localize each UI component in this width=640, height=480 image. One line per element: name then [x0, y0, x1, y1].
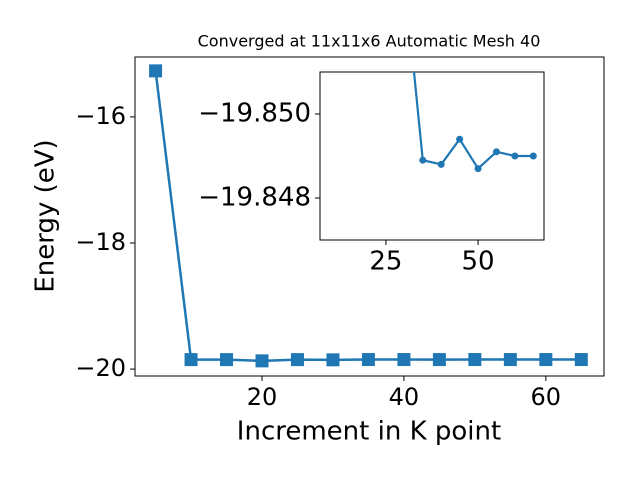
marker	[474, 165, 482, 173]
y-tick-label: −19.848	[198, 183, 311, 213]
x-tick-label: 50	[462, 247, 495, 277]
chart-title: Converged at 11x11x6 Automatic Mesh 40	[198, 32, 541, 51]
marker	[220, 353, 234, 367]
marker	[456, 135, 464, 143]
plot-frame	[319, 71, 545, 241]
marker	[419, 156, 427, 164]
marker	[184, 353, 198, 367]
marker	[574, 353, 588, 367]
marker	[437, 160, 445, 168]
marker	[468, 353, 482, 367]
marker	[255, 354, 269, 368]
marker	[492, 148, 500, 156]
x-tick-label: 20	[247, 383, 278, 411]
marker	[539, 353, 553, 367]
plot-area	[412, 72, 537, 173]
marker	[290, 353, 304, 367]
marker	[503, 353, 517, 367]
plot-area	[149, 64, 588, 368]
marker	[432, 353, 446, 367]
y-tick-label: −20	[75, 354, 126, 382]
marker	[397, 353, 411, 367]
marker	[149, 64, 163, 78]
x-tick-label: 60	[531, 383, 562, 411]
y-tick-label: −18	[75, 228, 126, 256]
x-axis-label: Increment in K point	[237, 417, 501, 447]
x-tick-label: 25	[369, 247, 402, 277]
marker	[361, 353, 375, 367]
marker	[529, 152, 537, 160]
marker	[511, 152, 519, 160]
y-tick-label: −16	[75, 102, 126, 130]
x-tick-label: 40	[389, 383, 420, 411]
y-tick-label: −19.850	[198, 99, 311, 129]
y-axis-label: Energy (eV)	[31, 139, 61, 292]
marker	[326, 353, 340, 367]
